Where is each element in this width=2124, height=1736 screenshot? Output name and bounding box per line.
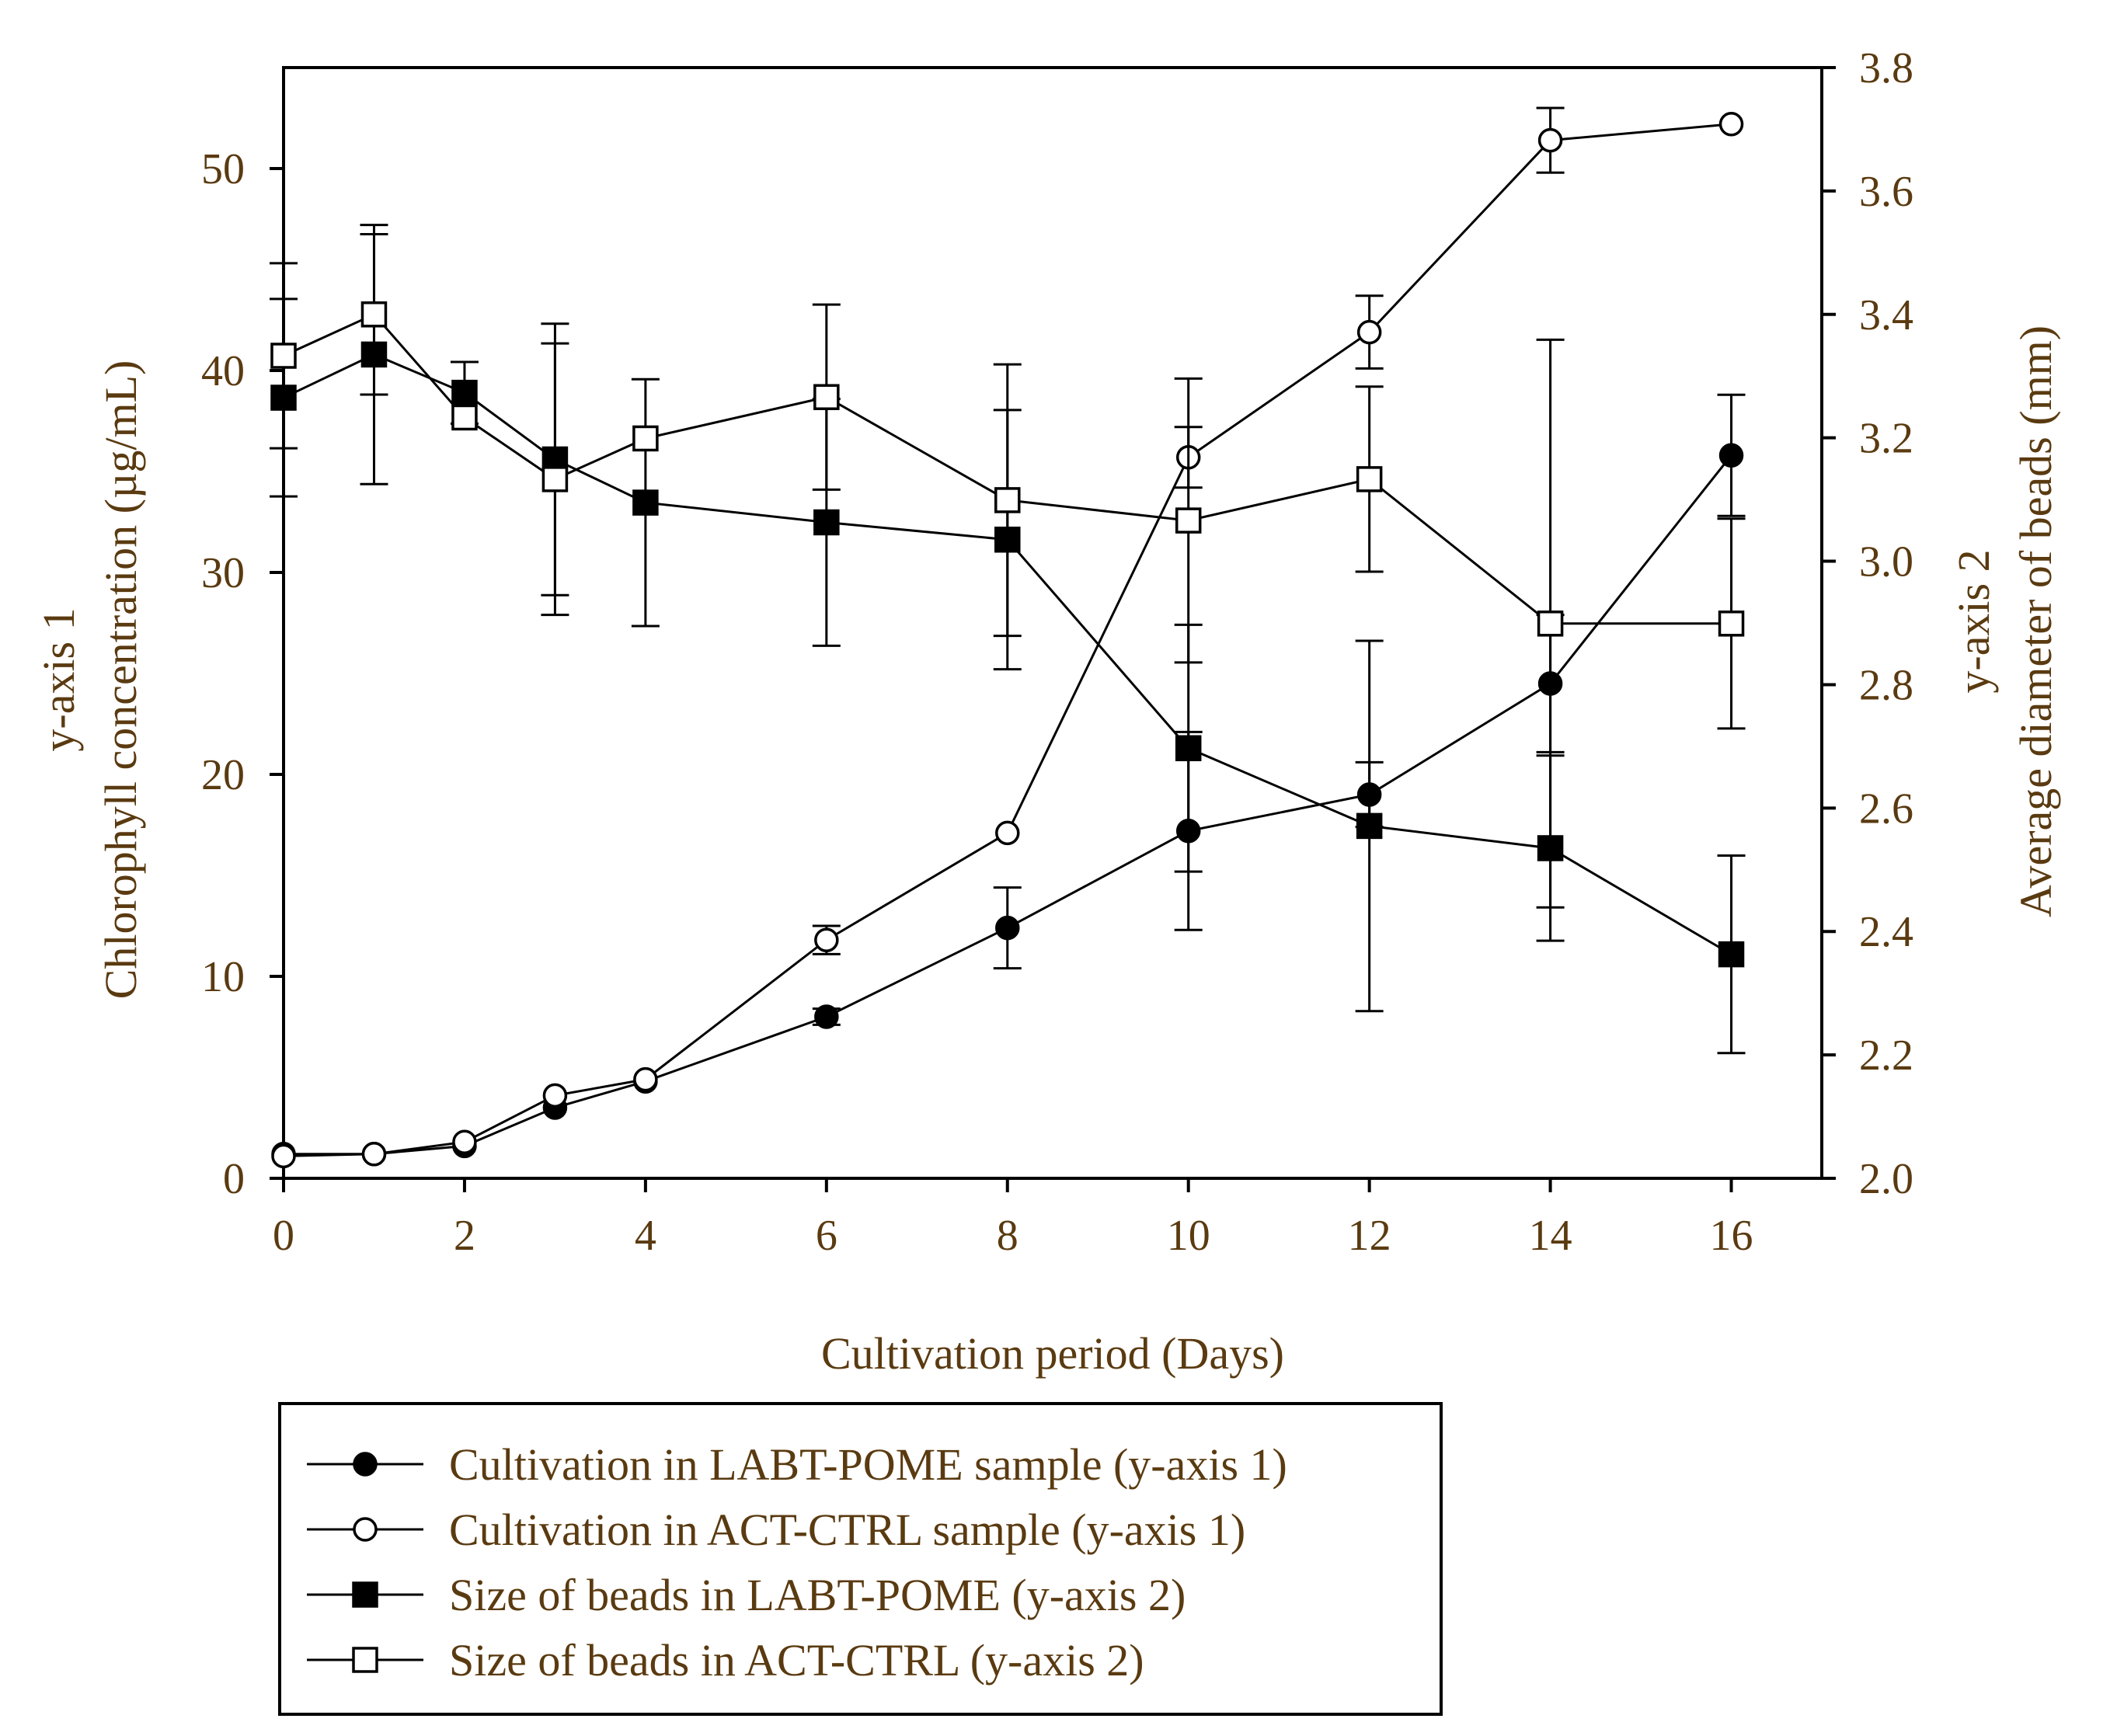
data-point [1718, 941, 1745, 968]
y2-tick-label: 2.6 [1859, 785, 1913, 833]
data-point [632, 425, 659, 452]
data-point [271, 1143, 296, 1169]
y2-tick-label: 2.2 [1859, 1032, 1913, 1080]
x-tick-label: 10 [1167, 1212, 1210, 1260]
series-4 [270, 233, 1746, 909]
legend-marker [353, 1517, 378, 1542]
data-point [1718, 611, 1745, 637]
series-2 [271, 106, 1744, 1169]
data-point [1356, 812, 1383, 840]
data-point [995, 820, 1020, 846]
data-point [451, 404, 478, 431]
series-layer [270, 106, 1746, 1169]
data-point [1175, 507, 1202, 534]
y2-tick-label: 3.2 [1859, 415, 1913, 463]
y2-tick-label: 2.8 [1859, 661, 1913, 709]
y2-axis-title-line1: y-axis 2 [1948, 549, 1999, 693]
y2-tick-label: 2.4 [1859, 908, 1913, 956]
data-point [1537, 127, 1563, 153]
y1-tick-label: 0 [223, 1155, 245, 1203]
axis-ticks: 0 2 4 6 8 10 12 14 16 0 10 20 30 40 50 2.0 2.2 2.4 2.6 2.8 3… [201, 44, 1913, 1260]
x-tick-label: 8 [997, 1212, 1018, 1260]
y2-tick-label: 3.6 [1859, 168, 1913, 216]
y1-axis-title-line1: y-axis 1 [33, 607, 84, 751]
legend-label: Cultivation in ACT-CTRL sample (y-axis 1… [449, 1505, 1245, 1555]
data-point [452, 1129, 477, 1154]
y2-tick-label: 2.0 [1859, 1155, 1913, 1203]
data-point [994, 487, 1021, 513]
data-point [361, 1142, 387, 1167]
y1-tick-label: 40 [201, 347, 245, 395]
x-axis-title: Cultivation period (Days) [821, 1328, 1284, 1379]
data-point [270, 343, 297, 369]
legend-item: Size of beads in LABT-POME (y-axis 2) [307, 1570, 1186, 1620]
data-point [542, 1083, 568, 1108]
legend-item: Size of beads in ACT-CTRL (y-axis 2) [307, 1635, 1144, 1686]
x-tick-label: 14 [1529, 1212, 1572, 1260]
data-point [1175, 735, 1202, 762]
y1-tick-label: 30 [201, 549, 245, 597]
x-tick-label: 16 [1710, 1212, 1753, 1260]
data-point [813, 509, 840, 536]
legend: Cultivation in LABT-POME sample (y-axis … [278, 1402, 1443, 1716]
data-point [633, 1066, 658, 1092]
legend-item: Cultivation in ACT-CTRL sample (y-axis 1… [307, 1505, 1245, 1555]
y2-tick-label: 3.4 [1859, 291, 1913, 339]
y1-tick-label: 20 [201, 751, 245, 799]
x-tick-label: 0 [273, 1212, 294, 1260]
legend-label: Size of beads in LABT-POME (y-axis 2) [449, 1570, 1186, 1620]
legend-frame [278, 1402, 1443, 1716]
y2-axis-title-line2: Average diameter of beads (mm) [2011, 325, 2061, 917]
data-point [1537, 611, 1564, 637]
data-point [451, 379, 478, 406]
y2-tick-label: 3.8 [1859, 44, 1913, 92]
data-point [360, 301, 388, 328]
data-point [1718, 443, 1744, 468]
legend-items: Cultivation in LABT-POME sample (y-axis … [307, 1439, 1287, 1686]
data-point [814, 927, 839, 952]
y2-tick-label: 3.0 [1859, 538, 1913, 586]
data-point [814, 1004, 839, 1029]
x-tick-label: 2 [454, 1212, 475, 1260]
data-point [541, 466, 569, 492]
data-point [632, 489, 659, 516]
data-point [813, 384, 840, 410]
data-point [1718, 112, 1744, 137]
legend-marker [353, 1452, 378, 1477]
y1-axis-title-line2: Chlorophyll concentration (µg/mL) [96, 360, 146, 1000]
legend-label: Cultivation in LABT-POME sample (y-axis … [449, 1439, 1287, 1490]
legend-item: Cultivation in LABT-POME sample (y-axis … [307, 1439, 1287, 1490]
data-point [1356, 319, 1382, 345]
x-tick-label: 4 [635, 1212, 656, 1260]
x-tick-label: 12 [1348, 1212, 1391, 1260]
legend-marker [352, 1647, 378, 1673]
x-tick-label: 6 [816, 1212, 837, 1260]
y1-tick-label: 10 [201, 953, 245, 1001]
plot-area-frame [282, 66, 1823, 1180]
y1-tick-label: 50 [201, 145, 245, 193]
legend-marker [352, 1581, 378, 1608]
legend-label: Size of beads in ACT-CTRL (y-axis 2) [449, 1635, 1144, 1686]
data-point [995, 915, 1020, 941]
data-point [1356, 466, 1383, 492]
